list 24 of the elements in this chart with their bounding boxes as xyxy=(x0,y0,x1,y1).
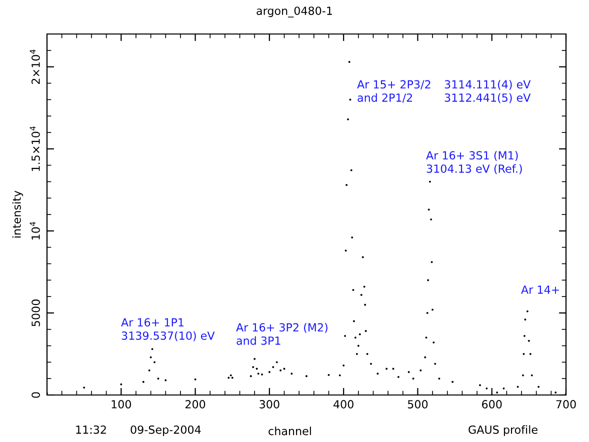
annotation: Ar 16+ 1P1 3139.537(10) eV xyxy=(121,318,215,342)
x-tick-label: 600 xyxy=(482,400,502,408)
x-axis-title: channel xyxy=(268,426,311,436)
x-tick-label: 400 xyxy=(334,400,354,408)
annotation: 3114.111(4) eV 3112.441(5) eV xyxy=(444,80,531,104)
annotation: Ar 14+ xyxy=(521,286,559,294)
y-axis-title: intensity xyxy=(12,190,24,238)
chart-title: argon_0480-1 xyxy=(256,6,332,18)
y-tick-label: 10$^{4}$ xyxy=(30,222,40,240)
y-tick-label: 2×10$^{4}$ xyxy=(30,50,40,84)
x-tick-label: 700 xyxy=(556,400,576,408)
y-tick-label: 0 xyxy=(32,392,40,398)
text: GAUS profile xyxy=(468,425,538,436)
annotation: Ar 16+ 3S1 (M1) 3104.13 eV (Ref.) xyxy=(426,150,522,174)
y-tick-label: 1.5×10$^{4}$ xyxy=(30,126,40,171)
y-tick-label: 5000 xyxy=(32,300,40,326)
text: 11:32 xyxy=(76,425,106,434)
x-tick-label: 300 xyxy=(260,400,280,408)
x-tick-label: 200 xyxy=(185,400,206,408)
x-tick-label: 500 xyxy=(408,400,428,408)
annotation: Ar 15+ 2P3/2 and 2P1/2 xyxy=(357,80,430,103)
text: 09-Sep-2004 xyxy=(130,425,201,436)
annotation: Ar 16+ 3P2 (M2) and 3P1 xyxy=(236,322,328,345)
x-tick-label: 100 xyxy=(112,400,132,408)
